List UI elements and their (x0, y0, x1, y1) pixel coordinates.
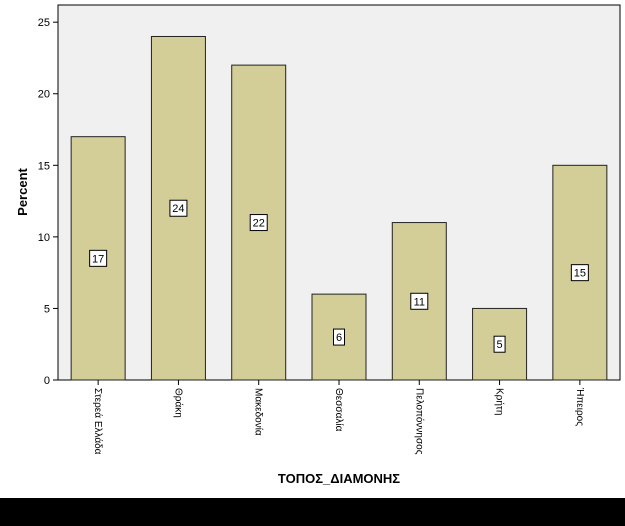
y-axis: 0 5 10 15 20 25 (38, 17, 58, 387)
x-category-label: Κρήτη (494, 388, 506, 415)
data-label-box (570, 264, 589, 282)
x-axis-title: ΤΟΠΟΣ_ΔΙΑΜΟΝΗΣ (278, 471, 400, 486)
data-label: 24 (172, 203, 184, 215)
data-label-box (333, 328, 345, 346)
data-label-box (410, 292, 429, 310)
data-label: 22 (253, 218, 265, 230)
y-tick-label: 10 (38, 232, 50, 244)
data-label: 5 (497, 339, 503, 351)
x-category-label: Θεσσαλία (333, 388, 345, 432)
data-label-box (249, 214, 268, 232)
y-tick-label: 20 (38, 89, 50, 101)
data-label-box (89, 249, 108, 267)
x-category-label: Θράκη (172, 388, 184, 418)
data-label: 17 (92, 253, 104, 265)
x-axis: Στερεά Ελλάδα Θράκη Μακεδονία Θεσσαλία Πελοπ… (92, 380, 585, 455)
data-label-box (169, 199, 188, 217)
x-category-label: Ήπειρος (574, 387, 585, 426)
y-tick-label: 15 (38, 160, 50, 172)
data-label: 11 (414, 296, 425, 308)
x-category-label: Στερεά Ελλάδα (92, 388, 104, 455)
y-tick-label: 0 (44, 375, 50, 387)
data-label: 15 (574, 268, 586, 280)
bottom-band (0, 498, 625, 526)
data-label: 6 (336, 332, 342, 344)
y-axis-title: Percent (15, 167, 30, 215)
y-tick-label: 25 (38, 17, 50, 29)
data-label-box (493, 335, 506, 353)
x-category-label: Μακεδονία (253, 388, 265, 436)
y-tick-label: 5 (44, 303, 50, 315)
x-category-label: Πελοπόννησος (413, 388, 425, 455)
bars-group: 17 24 22 6 11 5 15 (70, 35, 608, 381)
